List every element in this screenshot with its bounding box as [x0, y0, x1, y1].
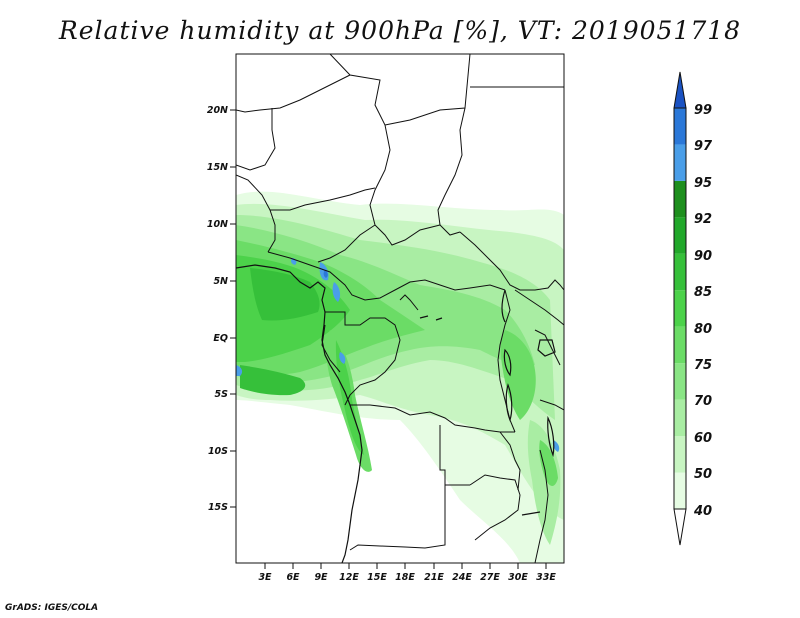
lon-label: 15E — [367, 572, 387, 583]
lon-label: 12E — [339, 572, 359, 583]
lon-label: 27E — [480, 572, 500, 583]
colorbar: 99 97 95 92 90 85 80 75 70 60 50 40 — [673, 71, 713, 546]
lon-label: 24E — [452, 572, 472, 583]
colorbar-label: 60 — [694, 431, 712, 446]
colorbar-label: 90 — [694, 249, 712, 264]
colorbar-segment — [674, 180, 686, 218]
colorbar-segment — [674, 108, 686, 145]
lon-ticks — [264, 563, 547, 569]
colorbar-label: 97 — [694, 139, 713, 154]
colorbar-segment — [674, 399, 686, 437]
lon-label: 33E — [536, 572, 556, 583]
humidity-field — [236, 191, 564, 563]
colorbar-label: 92 — [694, 212, 712, 227]
colorbar-segment — [674, 253, 686, 291]
map-frame — [235, 53, 565, 564]
colorbar-label: 80 — [694, 322, 712, 337]
colorbar-high-arrow — [673, 71, 687, 109]
colorbar-label: 99 — [694, 103, 712, 118]
colorbar-label: 50 — [694, 467, 712, 482]
lon-label: 21E — [424, 572, 444, 583]
lat-label: 5S — [215, 389, 229, 400]
colorbar-label: 40 — [693, 504, 712, 519]
lat-label: 10S — [208, 446, 228, 457]
colorbar-label: 85 — [694, 285, 712, 300]
colorbar-label: 95 — [694, 176, 712, 191]
lat-label: 20N — [207, 105, 228, 116]
lon-label: 30E — [508, 572, 528, 583]
map-title: Relative humidity at 900hPa [%], VT: 201… — [58, 16, 742, 45]
country-borders — [236, 54, 564, 563]
lat-ticks — [230, 109, 236, 508]
lat-label: 15N — [207, 162, 228, 173]
lon-label: 9E — [314, 572, 328, 583]
colorbar-segment — [674, 217, 686, 254]
colorbar-segment — [674, 144, 686, 181]
lat-label: 10N — [207, 219, 228, 230]
colorbar-segment — [674, 436, 686, 473]
lat-label: EQ — [213, 333, 228, 344]
grads-credit: GrADS: IGES/COLA — [5, 603, 99, 613]
lat-label: 15S — [208, 502, 228, 513]
colorbar-segment — [674, 363, 686, 400]
colorbar-segment — [674, 472, 686, 509]
colorbar-segment — [674, 326, 686, 364]
colorbar-segment — [674, 290, 686, 327]
lon-label: 18E — [395, 572, 415, 583]
coastline — [236, 264, 556, 563]
lon-label: 6E — [286, 572, 300, 583]
colorbar-label: 75 — [694, 358, 712, 373]
colorbar-frame — [673, 107, 687, 510]
colorbar-low-arrow — [673, 508, 687, 546]
lat-label: 5N — [213, 276, 228, 287]
colorbar-label: 70 — [694, 394, 712, 409]
lon-label: 3E — [258, 572, 272, 583]
